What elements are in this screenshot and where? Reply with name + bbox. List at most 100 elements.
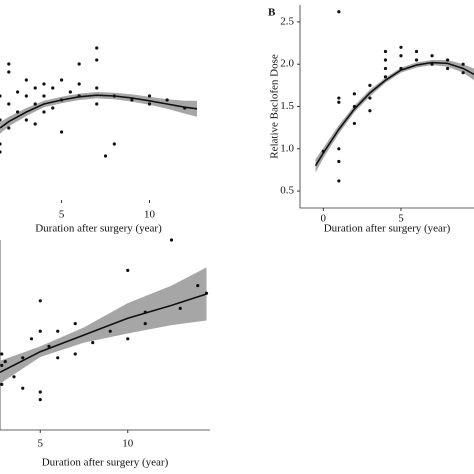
data-point bbox=[24, 94, 28, 98]
data-point bbox=[95, 86, 99, 90]
data-point bbox=[38, 398, 42, 402]
data-point bbox=[77, 62, 81, 66]
data-point bbox=[130, 98, 134, 102]
data-point bbox=[126, 268, 130, 272]
y-tick-label: 2.0 bbox=[280, 58, 294, 70]
data-point bbox=[399, 54, 403, 58]
data-point bbox=[0, 150, 2, 154]
data-point bbox=[42, 82, 46, 86]
x-tick-label: 5 bbox=[398, 213, 404, 225]
data-point bbox=[24, 118, 28, 122]
data-point bbox=[337, 96, 341, 100]
data-point bbox=[383, 49, 388, 54]
fit-line bbox=[314, 61, 474, 167]
data-point bbox=[7, 102, 11, 106]
data-point bbox=[368, 109, 372, 113]
x-tick-label: 10 bbox=[144, 209, 156, 221]
data-point bbox=[24, 78, 28, 82]
data-point bbox=[95, 102, 99, 106]
data-point bbox=[59, 130, 64, 134]
data-point bbox=[95, 58, 99, 62]
data-point bbox=[445, 66, 450, 71]
data-point bbox=[108, 329, 112, 333]
data-point bbox=[73, 322, 77, 326]
data-point bbox=[59, 78, 64, 82]
data-point bbox=[56, 329, 60, 333]
data-point bbox=[430, 54, 434, 58]
data-point bbox=[352, 121, 356, 126]
data-point bbox=[95, 46, 99, 50]
y-axis-label: Relative Baclofen Dose bbox=[269, 54, 281, 159]
x-tick-label: 0 bbox=[321, 213, 327, 225]
data-point bbox=[77, 82, 81, 86]
data-point bbox=[51, 86, 55, 90]
data-point bbox=[56, 356, 60, 360]
data-point bbox=[42, 94, 46, 98]
y-tick-label: 0.5 bbox=[280, 185, 294, 197]
data-point bbox=[368, 96, 372, 100]
fit-line bbox=[0, 293, 207, 373]
data-point bbox=[461, 71, 465, 75]
data-point bbox=[91, 341, 95, 345]
data-point bbox=[51, 106, 55, 110]
x-axis-label: Duration after surgery (year) bbox=[42, 457, 169, 469]
y-tick-label: 1.5 bbox=[280, 100, 294, 112]
data-point bbox=[112, 142, 116, 146]
data-point bbox=[33, 86, 37, 90]
x-axis-label: Duration after surgery (year) bbox=[324, 223, 451, 235]
data-point bbox=[3, 360, 7, 364]
data-point bbox=[414, 58, 419, 62]
data-point bbox=[0, 352, 4, 356]
data-point bbox=[169, 238, 174, 242]
data-point bbox=[0, 118, 2, 122]
data-point bbox=[337, 159, 341, 164]
data-point bbox=[103, 154, 108, 158]
data-point bbox=[73, 352, 77, 356]
data-point bbox=[21, 386, 25, 390]
data-point bbox=[38, 329, 42, 333]
axis-frame bbox=[0, 240, 210, 431]
data-point bbox=[7, 62, 11, 66]
data-point bbox=[383, 66, 388, 71]
data-point bbox=[15, 110, 20, 114]
y-tick-label: 2.5 bbox=[280, 15, 294, 27]
data-point bbox=[42, 110, 46, 114]
confidence-band bbox=[315, 59, 474, 173]
data-point bbox=[414, 49, 419, 54]
data-point bbox=[21, 356, 25, 360]
data-point bbox=[126, 337, 130, 341]
data-point bbox=[0, 382, 4, 386]
data-point bbox=[0, 363, 4, 367]
data-point bbox=[29, 337, 34, 341]
confidence-band bbox=[0, 92, 197, 134]
data-point bbox=[33, 122, 37, 126]
panel-label: B bbox=[268, 7, 276, 19]
data-point bbox=[337, 100, 341, 104]
data-point bbox=[178, 306, 182, 310]
axis-frame bbox=[299, 5, 474, 209]
y-tick-label: 1.0 bbox=[280, 142, 294, 154]
data-point bbox=[147, 94, 152, 98]
data-point bbox=[143, 322, 147, 326]
confidence-band bbox=[0, 267, 207, 384]
data-point bbox=[68, 90, 72, 94]
data-point bbox=[461, 62, 465, 66]
data-point bbox=[337, 179, 341, 183]
data-point bbox=[445, 58, 450, 62]
data-point bbox=[399, 45, 403, 49]
data-point bbox=[7, 126, 11, 130]
data-point bbox=[352, 92, 356, 96]
x-tick-label: 5 bbox=[38, 438, 44, 450]
data-point bbox=[7, 70, 11, 74]
data-point bbox=[368, 83, 372, 87]
data-point bbox=[12, 375, 16, 379]
data-point bbox=[47, 344, 51, 348]
fit-line bbox=[0, 94, 198, 129]
data-point bbox=[0, 142, 2, 146]
x-tick-label: 10 bbox=[122, 438, 134, 450]
data-point bbox=[38, 299, 42, 303]
data-point bbox=[337, 10, 341, 14]
x-tick-label: 5 bbox=[59, 209, 65, 221]
data-point bbox=[15, 90, 20, 94]
